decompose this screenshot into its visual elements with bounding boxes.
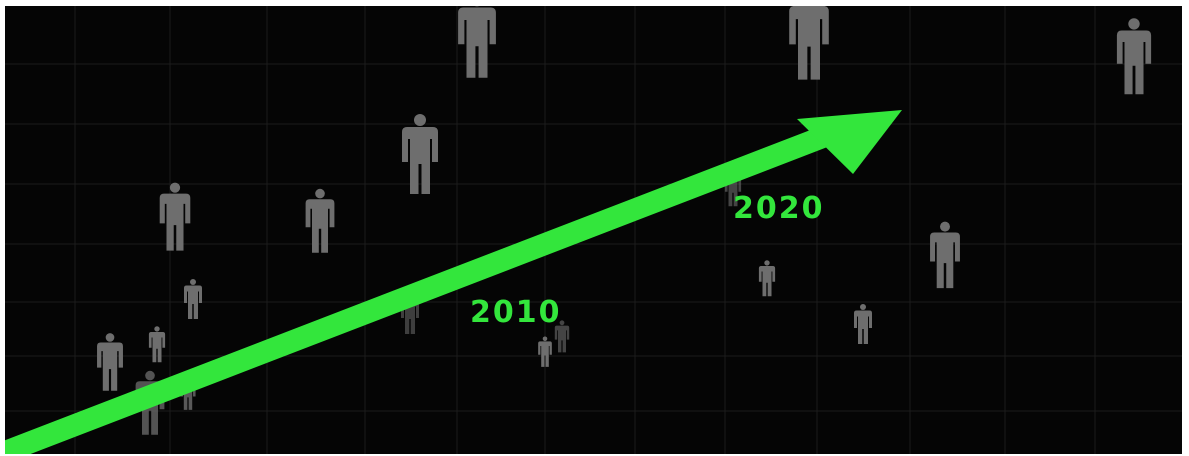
person-silhouette-icon xyxy=(854,304,872,344)
background-grid xyxy=(5,6,1182,454)
scene-canvas: 2010 2020 xyxy=(5,6,1182,454)
year-label-2010: 2010 xyxy=(470,295,562,330)
growth-trend-illustration: 2010 2020 xyxy=(5,6,1182,454)
person-silhouette-icon xyxy=(402,114,438,194)
person-silhouette-icon xyxy=(305,188,335,253)
person-silhouette-icon xyxy=(1116,18,1152,95)
person-silhouette-icon xyxy=(930,221,960,289)
person-silhouette-icon xyxy=(148,326,166,363)
upward-trend-arrow xyxy=(5,110,902,454)
year-label-2020: 2020 xyxy=(733,191,825,226)
person-silhouette-icon xyxy=(159,182,191,251)
person-silhouette-icon xyxy=(758,260,776,297)
person-silhouette-icon xyxy=(97,333,123,391)
person-silhouette-icon xyxy=(789,6,829,80)
person-silhouette-icon xyxy=(184,279,202,319)
person-silhouette-icon xyxy=(458,6,496,78)
